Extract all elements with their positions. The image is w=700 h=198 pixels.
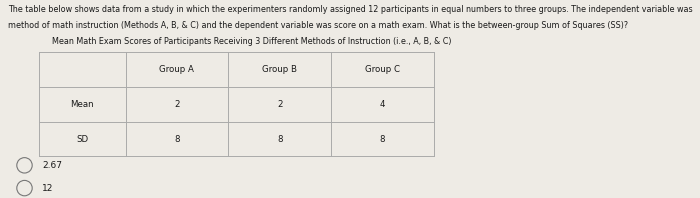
Text: Group B: Group B <box>262 65 298 74</box>
Text: Mean: Mean <box>70 100 94 109</box>
Text: 8: 8 <box>380 135 385 144</box>
Text: 2: 2 <box>174 100 180 109</box>
Text: The table below shows data from a study in which the experimenters randomly assi: The table below shows data from a study … <box>8 5 693 14</box>
Text: 8: 8 <box>277 135 283 144</box>
Text: 12: 12 <box>42 184 53 193</box>
Text: method of math instruction (Methods A, B, & C) and the dependent variable was sc: method of math instruction (Methods A, B… <box>8 21 629 30</box>
Text: 2: 2 <box>277 100 283 109</box>
Text: Mean Math Exam Scores of Participants Receiving 3 Different Methods of Instructi: Mean Math Exam Scores of Participants Re… <box>52 37 452 46</box>
Text: 4: 4 <box>380 100 385 109</box>
Text: 8: 8 <box>174 135 180 144</box>
Text: Group A: Group A <box>160 65 195 74</box>
Text: 2.67: 2.67 <box>42 161 62 170</box>
Text: Group C: Group C <box>365 65 400 74</box>
Text: SD: SD <box>76 135 88 144</box>
